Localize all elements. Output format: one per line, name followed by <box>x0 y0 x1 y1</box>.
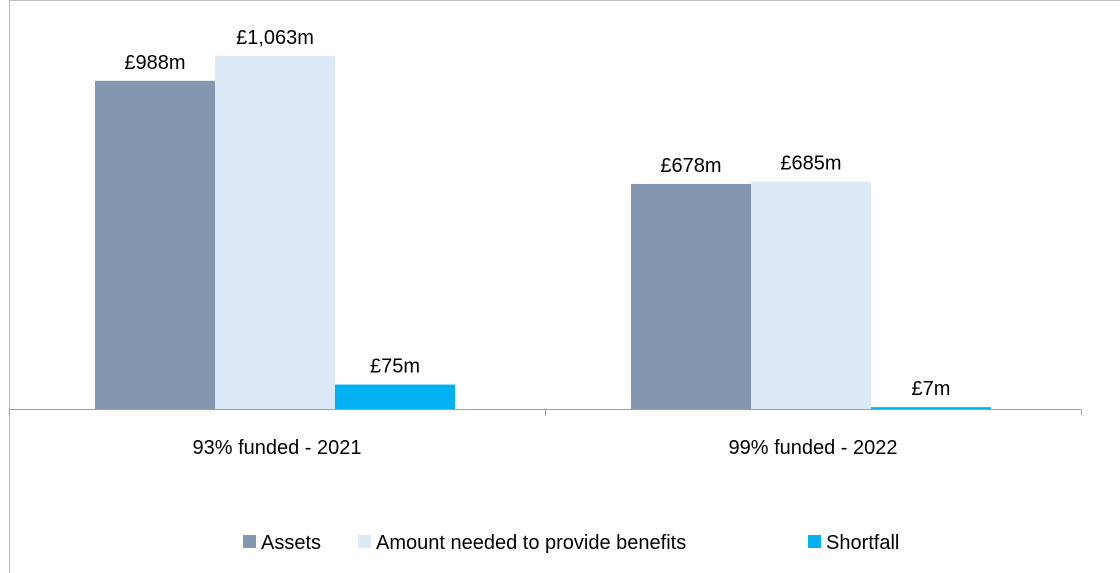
data-labels-group: £988m £1,063m £75m £678m £685m £7m <box>124 27 950 400</box>
data-label: £685m <box>780 153 841 175</box>
data-label: £988m <box>124 52 185 74</box>
x-axis-ticks <box>9 409 1082 416</box>
bar-amount-needed-1 <box>751 181 871 410</box>
data-label: £7m <box>912 378 951 400</box>
data-label: £75m <box>370 356 420 378</box>
bar-shortfall-0 <box>335 384 455 410</box>
legend-swatch <box>358 535 371 548</box>
legend-label: Amount needed to provide benefits <box>376 532 686 554</box>
category-labels-group: 93% funded - 2021 99% funded - 2022 <box>192 437 897 459</box>
bar-assets-1 <box>631 183 751 410</box>
legend-swatch <box>243 535 256 548</box>
bars-group <box>95 55 991 410</box>
legend: Assets Amount needed to provide benefits S… <box>243 532 899 554</box>
bar-assets-0 <box>95 80 215 410</box>
data-label: £678m <box>660 155 721 177</box>
bar-shortfall-1 <box>871 407 991 410</box>
data-label: £1,063m <box>236 27 314 49</box>
legend-label: Shortfall <box>826 532 899 554</box>
legend-swatch <box>808 535 821 548</box>
legend-label: Assets <box>261 532 321 554</box>
bar-amount-needed-0 <box>215 55 335 410</box>
category-label: 93% funded - 2021 <box>192 437 361 459</box>
category-label: 99% funded - 2022 <box>728 437 897 459</box>
